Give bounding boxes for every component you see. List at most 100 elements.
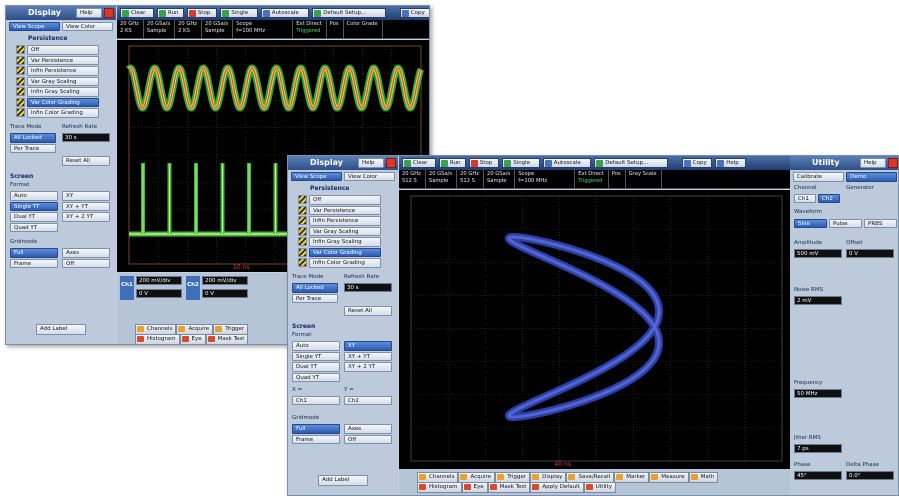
utility-button[interactable]: Calibrate <box>793 172 844 182</box>
channel-option[interactable]: Ch1 <box>794 194 816 203</box>
persistence-option[interactable]: Infin Gray Scaling <box>309 237 381 247</box>
format-option[interactable]: Auto <box>292 341 340 351</box>
waveform-option[interactable]: Sine <box>794 219 827 228</box>
field-value[interactable]: 2 mV <box>794 296 842 305</box>
field-value[interactable]: 50 MHz <box>794 389 842 398</box>
toolbar-button[interactable]: Copy <box>399 8 429 18</box>
view-tab[interactable]: View Color <box>344 172 395 181</box>
view-tab[interactable]: View Scope <box>9 22 60 31</box>
channel-offset[interactable]: 0 V <box>136 289 182 298</box>
reset-button[interactable]: Reset All <box>62 156 110 166</box>
channel-button[interactable]: Ch1 <box>120 276 134 300</box>
toolbar-button[interactable]: Autoscale <box>260 8 310 18</box>
persistence-option[interactable]: Infin Persistence <box>309 216 381 226</box>
channel-option[interactable]: Ch2 <box>818 194 840 203</box>
menu-tab[interactable]: Apply Default <box>530 481 584 493</box>
menu-tab[interactable]: Math <box>688 472 719 483</box>
trace-mode-option[interactable]: All Locked <box>10 133 56 143</box>
format-option[interactable]: Dual YT <box>10 212 58 222</box>
menu-tab[interactable]: Eye <box>179 333 206 344</box>
reset-button[interactable]: Reset All <box>344 306 392 316</box>
format-option[interactable]: XY + YT <box>62 201 110 211</box>
menu-tab[interactable]: Histogram <box>417 481 462 493</box>
persistence-option[interactable]: Var Persistence <box>27 55 99 65</box>
add-label-button[interactable]: Add Label <box>36 324 86 335</box>
persistence-option[interactable]: Infin Gray Scaling <box>27 87 99 97</box>
toolbar-button[interactable]: Run <box>439 158 466 168</box>
grid-option[interactable]: Axes <box>62 248 110 258</box>
waveform-option[interactable]: PRBS <box>864 219 897 228</box>
trace-mode-option[interactable]: Per Trace <box>10 143 56 153</box>
channel-scale[interactable]: 200 mV/div <box>136 276 182 285</box>
trace-mode-option[interactable]: Per Trace <box>292 293 338 303</box>
add-label-button[interactable]: Add Label <box>318 475 368 486</box>
grid-option[interactable]: Full <box>292 424 340 434</box>
waveform-option[interactable]: Pulse <box>829 219 862 228</box>
toolbar-button[interactable]: Stop <box>468 158 500 168</box>
toolbar-button[interactable]: Clear <box>120 8 154 18</box>
help-button[interactable]: Help <box>76 8 102 18</box>
grid-option[interactable]: Full <box>10 248 58 258</box>
channel-scale[interactable]: 200 mV/div <box>202 276 248 285</box>
format-option[interactable]: XY + 2 YT <box>344 362 392 372</box>
format-option[interactable]: Single YT <box>10 201 58 211</box>
field-value[interactable]: 0 V <box>846 249 894 258</box>
persistence-option[interactable]: Var Gray Scaling <box>309 226 381 236</box>
toolbar-button[interactable]: Single <box>502 158 540 168</box>
persistence-option[interactable]: Infin Color Grading <box>309 258 381 268</box>
field-value[interactable]: 45° <box>794 471 842 480</box>
format-option[interactable]: Single YT <box>292 351 340 361</box>
grid-option[interactable]: Frame <box>10 258 58 268</box>
grid-option[interactable]: Off <box>344 434 392 444</box>
persistence-option[interactable]: Infin Persistence <box>27 66 99 76</box>
persistence-option[interactable]: Var Color Grading <box>27 97 99 107</box>
close-button[interactable] <box>104 8 114 18</box>
refresh-value[interactable]: 30 s <box>344 283 392 292</box>
toolbar-button[interactable]: Autoscale <box>542 158 592 168</box>
field-value[interactable]: 500 mV <box>794 249 842 258</box>
format-option[interactable]: XY + YT <box>344 351 392 361</box>
grid-option[interactable]: Axes <box>344 424 392 434</box>
toolbar-button[interactable]: Help <box>715 158 746 168</box>
toolbar-button[interactable]: Default Setup... <box>312 8 386 18</box>
grid-option[interactable]: Frame <box>292 434 340 444</box>
menu-tab[interactable]: Mask Test <box>205 333 249 344</box>
persistence-option[interactable]: Var Color Grading <box>309 247 381 257</box>
close-button[interactable] <box>386 158 396 168</box>
format-option[interactable]: XY <box>344 341 392 351</box>
menu-tab[interactable]: Mask Test <box>487 481 531 493</box>
persistence-option[interactable]: Off <box>27 45 99 55</box>
toolbar-button[interactable]: Clear <box>402 158 436 168</box>
close-button[interactable] <box>888 158 898 168</box>
help-button[interactable]: Help <box>358 158 384 168</box>
menu-tab[interactable]: Utility <box>583 481 616 493</box>
help-button[interactable]: Help <box>860 158 886 168</box>
persistence-option[interactable]: Var Gray Scaling <box>27 76 99 86</box>
field-value[interactable]: 7 ps <box>794 444 842 453</box>
trace-mode-option[interactable]: All Locked <box>292 283 338 293</box>
format-option[interactable]: Dual YT <box>292 362 340 372</box>
channel-button[interactable]: Ch2 <box>186 276 200 300</box>
toolbar-button[interactable]: Run <box>157 8 184 18</box>
field-value[interactable]: 0.0° <box>846 471 894 480</box>
format-option[interactable]: Quad YT <box>10 222 58 232</box>
x-source[interactable]: Ch1 <box>292 396 340 405</box>
menu-tab[interactable]: Eye <box>461 481 488 493</box>
format-option[interactable]: XY <box>62 191 110 201</box>
menu-tab[interactable]: Measure <box>649 472 689 483</box>
menu-tab[interactable]: Histogram <box>135 333 180 344</box>
persistence-option[interactable]: Infin Color Grading <box>27 108 99 118</box>
utility-button[interactable]: Demo <box>846 172 897 182</box>
format-option[interactable]: Auto <box>10 191 58 201</box>
toolbar-button[interactable]: Copy <box>681 158 713 168</box>
toolbar-button[interactable]: Single <box>220 8 258 18</box>
persistence-option[interactable]: Var Persistence <box>309 205 381 215</box>
view-tab[interactable]: View Color <box>62 22 113 31</box>
toolbar-button[interactable]: Stop <box>186 8 218 18</box>
y-source[interactable]: Ch2 <box>344 396 392 405</box>
grid-option[interactable]: Off <box>62 258 110 268</box>
persistence-option[interactable]: Off <box>309 195 381 205</box>
toolbar-button[interactable]: Default Setup... <box>594 158 668 168</box>
refresh-value[interactable]: 30 s <box>62 133 110 142</box>
channel-offset[interactable]: 0 V <box>202 289 248 298</box>
